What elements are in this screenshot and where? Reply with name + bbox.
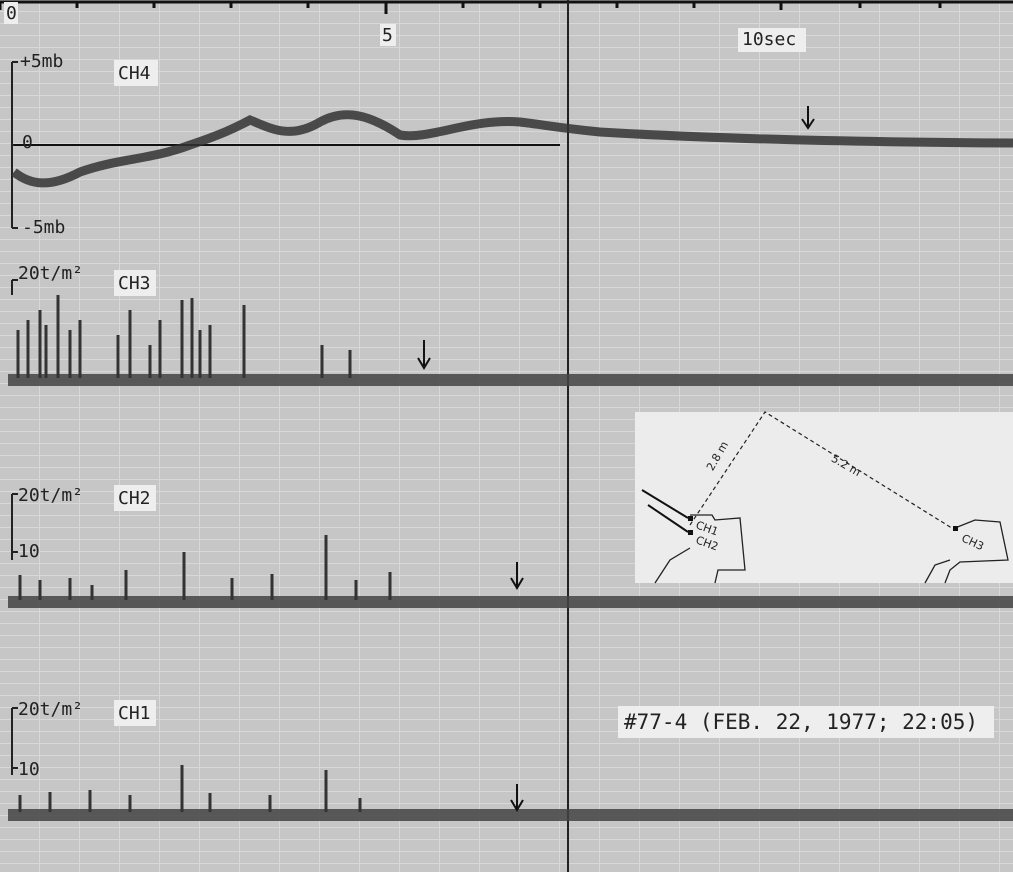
record: 0 5 10sec +5mb 0 -5mb CH4 20t/m² CH3 20t… [0, 0, 1013, 872]
page: {"time_axis": {"labels": ["0", "5", "10s… [0, 0, 1013, 872]
channel-label: CH3 [118, 273, 151, 294]
channel-label: CH4 [118, 63, 151, 84]
scale-label: -5mb [22, 217, 65, 238]
time-label: 0 [6, 3, 17, 24]
inset [635, 412, 1013, 583]
scale-label: +5mb [20, 51, 63, 72]
caption: #77-4 (FEB. 22, 1977; 22:05) [624, 710, 978, 734]
gauge [688, 516, 693, 521]
scale-label: 20t/m² [18, 263, 83, 284]
time-label: 10sec [742, 29, 796, 50]
gauge [953, 526, 958, 531]
channel-label: CH1 [118, 703, 151, 724]
channel-label: CH2 [118, 488, 151, 509]
scale-label: 20t/m² [18, 699, 83, 720]
gauge [688, 530, 693, 535]
scale-label: 0 [22, 132, 33, 153]
time-label: 5 [382, 25, 393, 46]
scale-label: 10 [18, 541, 40, 562]
scale-label: 20t/m² [18, 485, 83, 506]
scale-label: 10 [18, 759, 40, 780]
